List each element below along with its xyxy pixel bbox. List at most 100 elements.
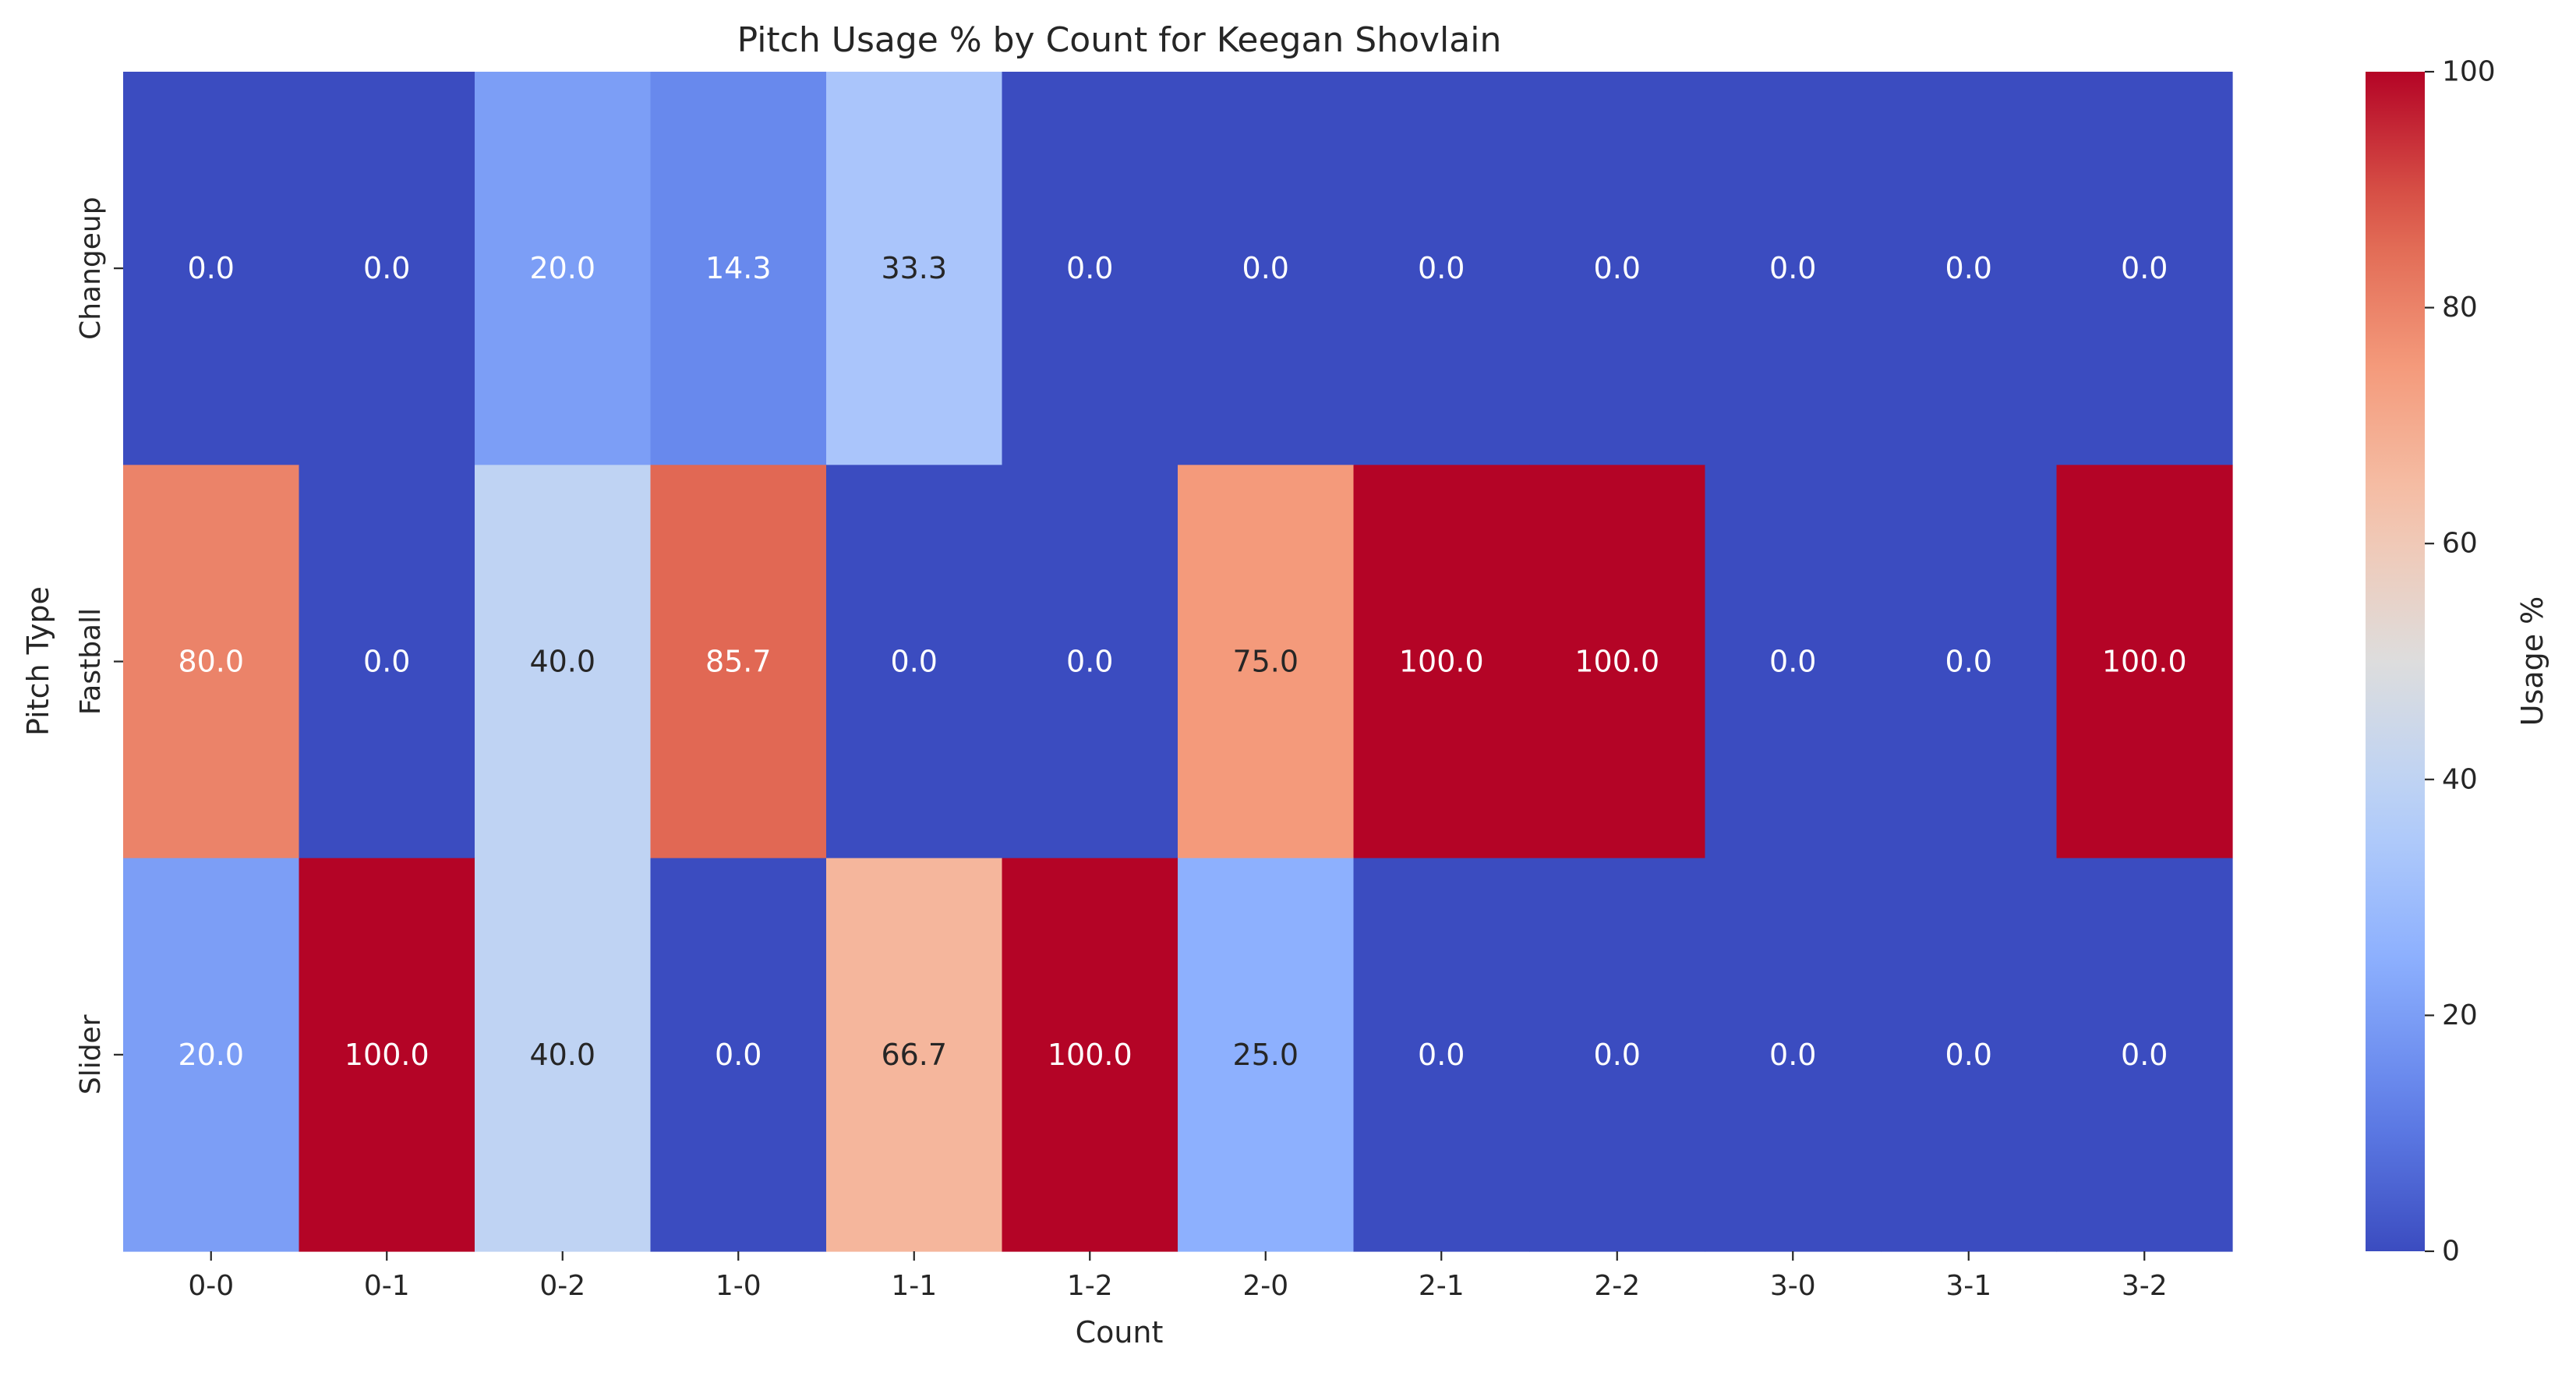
cell-value-label: 66.7 [881,1038,947,1072]
heatmap-cell [123,465,300,859]
x-tick-label: 0-1 [364,1270,410,1302]
cell-value-label: 0.0 [2121,1038,2168,1072]
cell-value-label: 0.0 [1066,645,1113,679]
heatmap-cell [1529,72,1706,465]
cell-value-label: 0.0 [891,645,938,679]
x-axis-ticks: 0-0 0-1 0-2 1-0 1-1 1-2 2-0 2-1 2-2 3-0 3-1 3-2 [188,1251,2168,1302]
heatmap-cell [1002,72,1178,465]
heatmap-cell [475,72,652,465]
heatmap-cell [299,465,475,859]
y-axis-label: Pitch Type [21,586,55,736]
cell-value-label: 0.0 [363,645,410,679]
heatmap-cells [123,72,2233,1252]
heatmap-cell [299,858,475,1252]
heatmap-cell [2056,858,2233,1252]
colorbar-tick-label: 100 [2442,56,2496,88]
x-tick-label: 1-0 [716,1270,761,1302]
cell-value-label: 33.3 [881,251,947,285]
cell-value-label: 100.0 [1048,1038,1133,1072]
heatmap-cell [1881,465,2058,859]
cell-value-label: 0.0 [1945,645,1992,679]
cell-value-label: 25.0 [1232,1038,1299,1072]
colorbar-tick-label: 20 [2442,999,2478,1031]
heatmap-cell [650,72,827,465]
x-tick-label: 3-0 [1770,1270,1816,1302]
cell-value-label: 40.0 [529,645,595,679]
x-tick-label: 0-2 [539,1270,585,1302]
heatmap-cell [650,858,827,1252]
cell-value-label: 0.0 [1418,1038,1465,1072]
colorbar-tick-label: 80 [2442,292,2478,324]
cell-value-label: 20.0 [529,251,595,285]
heatmap-cell [2056,465,2233,859]
colorbar-tick-label: 60 [2442,528,2478,560]
heatmap-cell [299,72,475,465]
chart-title: Pitch Usage % by Count for Keegan Shovla… [737,20,1502,60]
cell-value-label: 0.0 [1594,1038,1641,1072]
cell-value-label: 0.0 [1066,251,1113,285]
heatmap-cell [1705,465,1882,859]
cell-value-label: 0.0 [1769,645,1816,679]
cell-value-label: 85.7 [705,645,772,679]
cell-value-label: 0.0 [1242,251,1289,285]
cell-value-label: 100.0 [345,1038,429,1072]
cell-value-label: 100.0 [2102,645,2187,679]
heatmap-cell [123,72,300,465]
cell-value-label: 14.3 [705,251,772,285]
x-tick-label: 2-2 [1594,1270,1640,1302]
cell-value-label: 40.0 [529,1038,595,1072]
colorbar-label: Usage % [2515,596,2549,727]
heatmap-cell [1178,858,1355,1252]
x-tick-label: 2-0 [1242,1270,1288,1302]
cell-value-label: 75.0 [1232,645,1299,679]
heatmap-cell [650,465,827,859]
heatmap-cell [1881,858,2058,1252]
cell-value-label: 0.0 [1769,251,1816,285]
cell-value-label: 100.0 [1574,645,1659,679]
colorbar-tick-label: 0 [2442,1236,2460,1268]
cell-value-label: 0.0 [1418,251,1465,285]
heatmap-cell [1529,858,1706,1252]
cell-value-label: 20.0 [178,1038,244,1072]
cell-value-label: 0.0 [2121,251,2168,285]
colorbar [2366,72,2425,1251]
colorbar-tick-label: 40 [2442,763,2478,795]
cell-value-label: 100.0 [1399,645,1484,679]
y-tick-label: Slider [75,1014,107,1095]
heatmap-cell [1353,858,1530,1252]
cell-value-label: 0.0 [1945,251,1992,285]
x-tick-label: 3-1 [1945,1270,1991,1302]
heatmap-cell [1881,72,2058,465]
cell-value-label: 0.0 [1945,1038,1992,1072]
heatmap-cell [475,465,652,859]
heatmap-cell [1705,858,1882,1252]
cell-value-label: 0.0 [1594,251,1641,285]
cell-value-label: 0.0 [715,1038,761,1072]
x-tick-label: 1-2 [1067,1270,1113,1302]
heatmap-cell [2056,72,2233,465]
heatmap-cell-labels: 0.0 0.0 20.0 14.3 33.3 0.0 0.0 0.0 0.0 0.0 0.0 0.0 8… [178,251,2186,1072]
y-tick-label: Fastball [75,608,107,715]
heatmap-cell [1353,72,1530,465]
heatmap-cell [1705,72,1882,465]
cell-value-label: 0.0 [363,251,410,285]
heatmap-cell [1002,465,1178,859]
y-tick-label: Changeup [75,196,107,340]
x-axis-label: Count [1076,1315,1164,1349]
colorbar-ticks: 0 20 40 60 80 100 [2425,56,2496,1268]
heatmap-cell [1178,72,1355,465]
heatmap-cell [1353,465,1530,859]
heatmap-cell [1529,465,1706,859]
heatmap-cell [475,858,652,1252]
heatmap-cell [1178,465,1355,859]
x-tick-label: 0-0 [188,1270,234,1302]
x-tick-label: 3-2 [2122,1270,2168,1302]
heatmap-cell [1002,858,1178,1252]
heatmap-cell [123,858,300,1252]
y-axis-ticks: Changeup Fastball Slider [75,196,123,1095]
x-tick-label: 1-1 [891,1270,937,1302]
heatmap-cell [826,465,1003,859]
heatmap-cell [826,858,1003,1252]
cell-value-label: 0.0 [1769,1038,1816,1072]
